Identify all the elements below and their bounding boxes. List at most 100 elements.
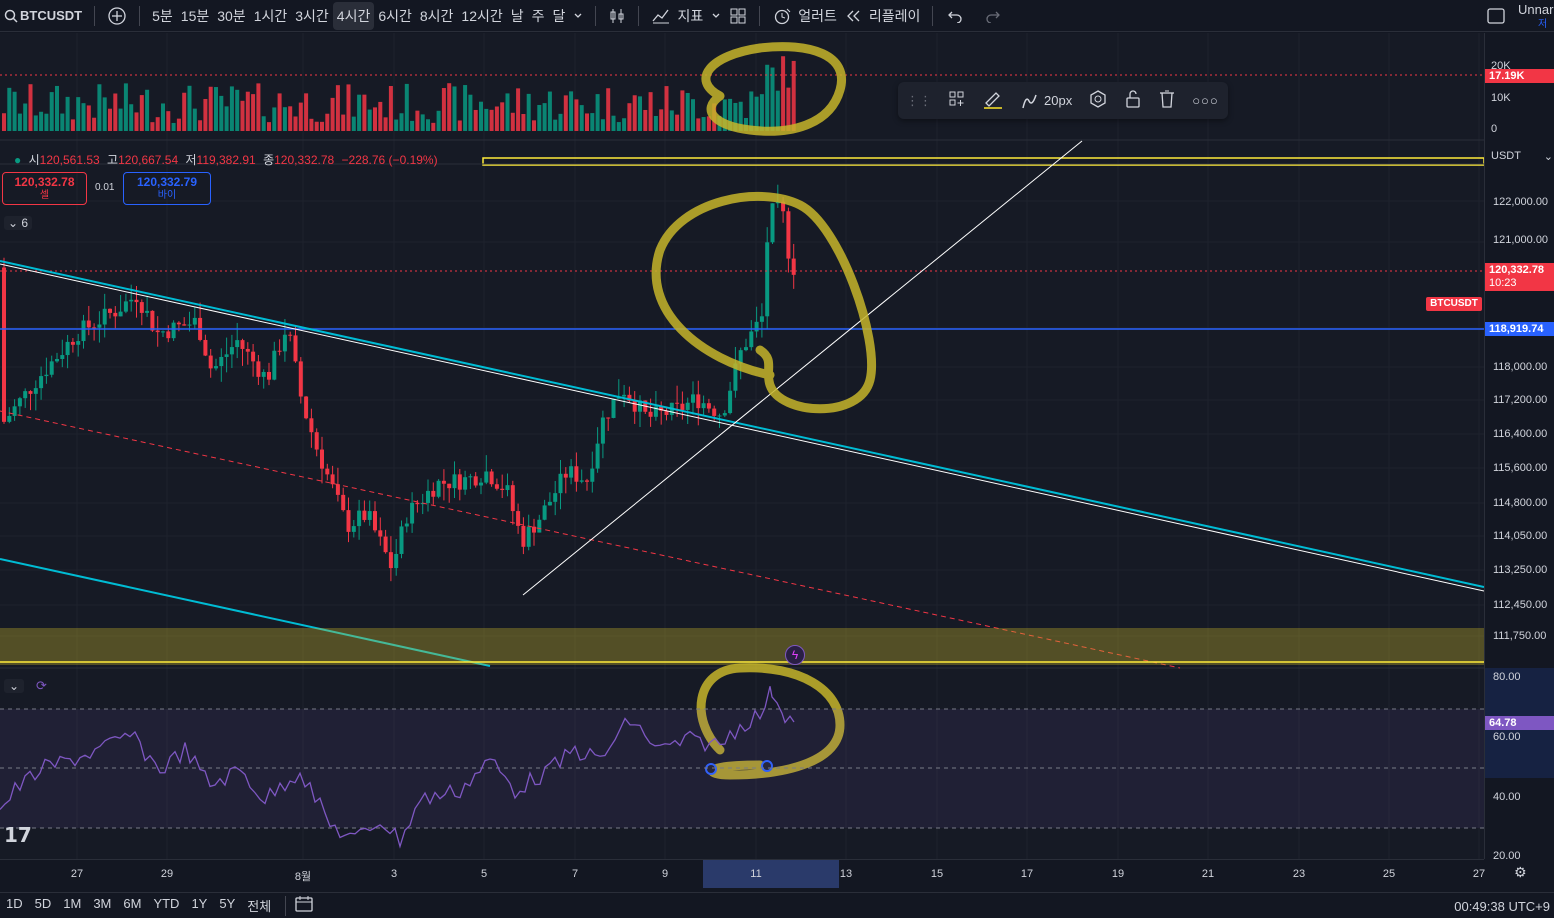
- pencil-color-icon[interactable]: [982, 88, 1004, 113]
- candle-body: [558, 473, 563, 494]
- templates-icon[interactable]: [948, 90, 966, 111]
- candle-body: [267, 371, 271, 380]
- range-5D[interactable]: 5D: [34, 896, 52, 911]
- indicators-dropdown-icon[interactable]: [707, 2, 725, 30]
- redo-icon[interactable]: [981, 2, 1007, 30]
- interval-1시간[interactable]: 1시간: [253, 7, 288, 24]
- candle-body: [129, 299, 134, 302]
- layout-name[interactable]: Unnar: [1518, 2, 1554, 17]
- price-axis[interactable]: 20K 10K 0 17.19K USDT ⌄ 122,000.00 121,000…: [1484, 33, 1554, 862]
- candle-body: [245, 348, 250, 352]
- time-axis-label: 23: [1292, 868, 1306, 880]
- rsi-axis-label: 40.00: [1493, 791, 1521, 803]
- settings-gear-icon[interactable]: ⚙: [1514, 864, 1527, 880]
- volume-bar: [606, 88, 611, 131]
- interval-3시간[interactable]: 3시간: [295, 7, 329, 24]
- lightning-event-icon[interactable]: ϟ: [785, 645, 805, 665]
- volume-bar: [494, 106, 499, 131]
- rsi-value-tag: 64.78: [1485, 716, 1554, 730]
- interval-8시간[interactable]: 8시간: [419, 7, 454, 24]
- range-전체[interactable]: 전체: [247, 899, 272, 914]
- interval-15분[interactable]: 15분: [180, 7, 210, 24]
- fullscreen-checkbox-icon[interactable]: [1482, 2, 1510, 30]
- candle-body: [717, 415, 722, 417]
- more-options-icon[interactable]: ○○○: [1192, 93, 1219, 108]
- candle-body: [399, 526, 404, 554]
- chart-area[interactable]: ● 시120,561.53 고120,667.54 저119,382.91 종1…: [0, 33, 1484, 859]
- candle-body: [102, 308, 107, 325]
- indicators-button[interactable]: 지표: [647, 2, 707, 30]
- chevron-down-icon: ⌄: [9, 679, 20, 693]
- volume-bar: [97, 84, 102, 131]
- undo-icon[interactable]: [941, 2, 967, 30]
- price-axis-label: 113,250.00: [1493, 564, 1548, 576]
- divider: [285, 895, 287, 916]
- search-icon[interactable]: BTCUSDT: [0, 2, 86, 30]
- range-5Y[interactable]: 5Y: [219, 896, 236, 911]
- volume-axis-label: 10K: [1491, 92, 1511, 104]
- candle-body: [166, 331, 171, 339]
- candle-body: [261, 371, 266, 377]
- candle-body: [653, 406, 658, 417]
- currency-select[interactable]: USDT ⌄: [1487, 146, 1553, 168]
- range-6M[interactable]: 6M: [123, 896, 142, 911]
- volume-bar: [235, 89, 240, 131]
- buy-button[interactable]: 120,332.79 바이: [123, 172, 211, 205]
- divider: [139, 5, 141, 26]
- unlock-icon[interactable]: [1124, 89, 1142, 112]
- range-1M[interactable]: 1M: [63, 896, 82, 911]
- rsi-refresh-icon[interactable]: ⟳: [36, 678, 47, 693]
- range-3M[interactable]: 3M: [93, 896, 112, 911]
- candle-body: [394, 553, 399, 569]
- trash-icon[interactable]: [1158, 89, 1176, 112]
- volume-bar: [388, 86, 393, 131]
- time-axis[interactable]: 27 29 8월 3 5 7 9 11 13 15 17 19 21 23 25 27: [0, 859, 1485, 891]
- volume-bar: [76, 97, 81, 131]
- interval-주[interactable]: 주: [531, 7, 545, 24]
- calendar-icon[interactable]: [294, 895, 314, 916]
- chart-canvas[interactable]: [0, 33, 1484, 859]
- alert-button[interactable]: 얼러트: [768, 2, 841, 30]
- interval-날[interactable]: 날: [510, 7, 524, 24]
- sell-button[interactable]: 120,332.78 셀: [2, 172, 87, 205]
- drag-handle-icon[interactable]: ⋮⋮: [906, 92, 932, 108]
- rsi-collapse-button[interactable]: ⌄: [4, 679, 25, 693]
- candle-body: [192, 317, 197, 325]
- candle-body: [600, 417, 605, 444]
- settings-hex-icon[interactable]: [1088, 89, 1108, 112]
- interval-6시간[interactable]: 6시간: [378, 7, 412, 24]
- hand-drawn-circle: [701, 42, 846, 136]
- range-1D[interactable]: 1D: [6, 896, 23, 911]
- candle-type-icon[interactable]: [604, 2, 630, 30]
- visibility-dot-icon[interactable]: ●: [14, 153, 22, 167]
- volume-bar: [28, 84, 33, 131]
- symbol-name[interactable]: BTCUSDT: [20, 8, 83, 23]
- range-1Y[interactable]: 1Y: [191, 896, 208, 911]
- candle-body: [659, 406, 664, 411]
- volume-bar: [648, 92, 653, 131]
- interval-달[interactable]: 달: [552, 7, 566, 24]
- trend-line: [0, 263, 1484, 592]
- volume-bar: [267, 122, 271, 131]
- interval-4시간[interactable]: 4시간: [332, 1, 375, 30]
- interval-dropdown-icon[interactable]: [569, 2, 587, 30]
- clock[interactable]: 00:49:38 UTC+9: [1454, 899, 1550, 914]
- candle-body: [28, 391, 33, 394]
- volume-bar: [33, 115, 38, 131]
- interval-30분[interactable]: 30분: [217, 7, 246, 24]
- compare-add-icon[interactable]: [103, 2, 131, 30]
- range-YTD[interactable]: YTD: [153, 896, 180, 911]
- line-width-button[interactable]: 20px: [1020, 91, 1072, 111]
- interval-12시간[interactable]: 12시간: [461, 7, 503, 24]
- volume-bar: [638, 96, 642, 131]
- volume-bar: [553, 119, 558, 131]
- interval-5분[interactable]: 5분: [152, 7, 173, 24]
- volume-bar: [579, 105, 584, 131]
- replay-button[interactable]: 리플레이: [841, 2, 925, 30]
- candle-body: [55, 359, 59, 362]
- volume-bar: [304, 93, 309, 131]
- tradingview-logo-icon[interactable]: 17: [4, 823, 32, 847]
- templates-icon[interactable]: [725, 2, 751, 30]
- collapse-indicators-button[interactable]: ⌄ 6: [4, 216, 33, 230]
- candle-body: [214, 366, 218, 369]
